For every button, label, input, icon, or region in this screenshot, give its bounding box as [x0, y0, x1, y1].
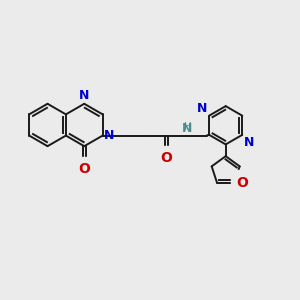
Text: O: O [237, 176, 249, 190]
Text: N: N [79, 89, 89, 102]
Text: O: O [78, 162, 90, 176]
Text: N: N [182, 122, 193, 135]
Text: O: O [160, 152, 172, 166]
Text: H: H [184, 122, 192, 132]
Text: N: N [244, 136, 254, 149]
Text: N: N [197, 101, 208, 115]
Text: N: N [104, 129, 115, 142]
